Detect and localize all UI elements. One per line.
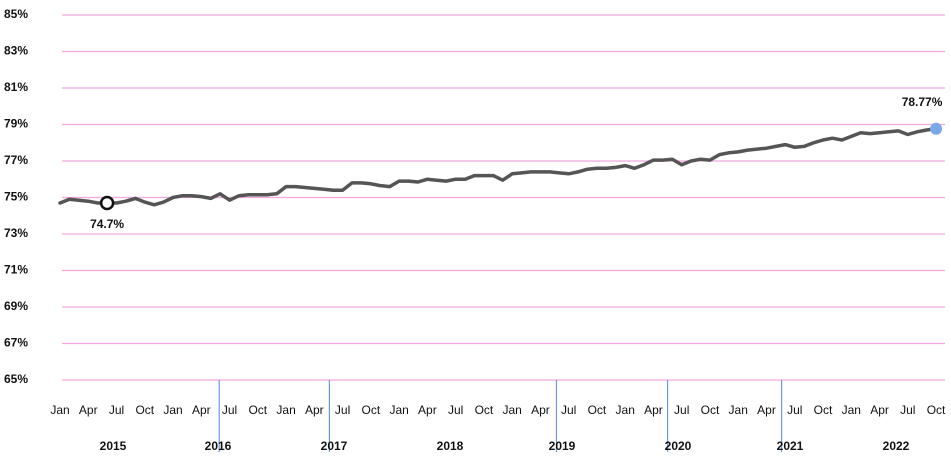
year-label: 2016 bbox=[205, 439, 232, 453]
x-tick-label: Apr bbox=[870, 403, 889, 417]
x-tick-label: Jul bbox=[787, 403, 802, 417]
highlight-point bbox=[930, 122, 943, 135]
year-label: 2019 bbox=[549, 439, 576, 453]
x-tick-label: Apr bbox=[192, 403, 211, 417]
x-tick-label: Jan bbox=[729, 403, 748, 417]
x-tick-label: Jul bbox=[900, 403, 915, 417]
x-tick-label: Oct bbox=[135, 403, 154, 417]
data-label: 74.7% bbox=[90, 217, 124, 231]
x-tick-label: Jul bbox=[335, 403, 350, 417]
x-tick-label: Jan bbox=[842, 403, 861, 417]
x-tick-label: Jan bbox=[276, 403, 295, 417]
data-label: 78.77% bbox=[902, 95, 943, 109]
y-tick-label: 83% bbox=[4, 44, 28, 58]
year-label: 2018 bbox=[437, 439, 464, 453]
x-tick-label: Oct bbox=[814, 403, 833, 417]
x-tick-label: Oct bbox=[927, 403, 946, 417]
x-tick-label: Jan bbox=[50, 403, 69, 417]
x-tick-label: Oct bbox=[701, 403, 720, 417]
x-tick-label: Oct bbox=[248, 403, 267, 417]
x-tick-label: Oct bbox=[588, 403, 607, 417]
x-tick-label: Apr bbox=[644, 403, 663, 417]
y-tick-label: 69% bbox=[4, 299, 28, 313]
line bbox=[58, 126, 938, 207]
y-tick-label: 79% bbox=[4, 117, 28, 131]
year-label: 2022 bbox=[883, 439, 910, 453]
year-label: 2015 bbox=[100, 439, 127, 453]
y-tick-label: 67% bbox=[4, 336, 28, 350]
y-tick-label: 65% bbox=[4, 372, 28, 386]
y-tick-label: 71% bbox=[4, 263, 28, 277]
x-tick-label: Apr bbox=[757, 403, 776, 417]
y-tick-label: 85% bbox=[4, 7, 28, 21]
x-tick-label: Oct bbox=[362, 403, 381, 417]
year-label: 2020 bbox=[665, 439, 692, 453]
y-tick-label: 77% bbox=[4, 153, 28, 167]
y-tick-label: 75% bbox=[4, 190, 28, 204]
x-tick-label: Jan bbox=[389, 403, 408, 417]
x-tick-label: Oct bbox=[475, 403, 494, 417]
x-tick-label: Jul bbox=[222, 403, 237, 417]
y-tick-label: 73% bbox=[4, 226, 28, 240]
x-tick-label: Apr bbox=[305, 403, 324, 417]
x-tick-label: Jan bbox=[616, 403, 635, 417]
x-tick-label: Apr bbox=[79, 403, 98, 417]
x-tick-label: Apr bbox=[418, 403, 437, 417]
highlight-point bbox=[99, 195, 115, 211]
x-tick-label: Jan bbox=[502, 403, 521, 417]
x-tick-label: Jul bbox=[674, 403, 689, 417]
year-label: 2021 bbox=[777, 439, 804, 453]
x-tick-label: Jul bbox=[448, 403, 463, 417]
x-tick-label: Jan bbox=[163, 403, 182, 417]
year-label: 2017 bbox=[321, 439, 348, 453]
x-tick-label: Apr bbox=[531, 403, 550, 417]
x-tick-label: Jul bbox=[109, 403, 124, 417]
y-tick-label: 81% bbox=[4, 80, 28, 94]
x-tick-label: Jul bbox=[561, 403, 576, 417]
